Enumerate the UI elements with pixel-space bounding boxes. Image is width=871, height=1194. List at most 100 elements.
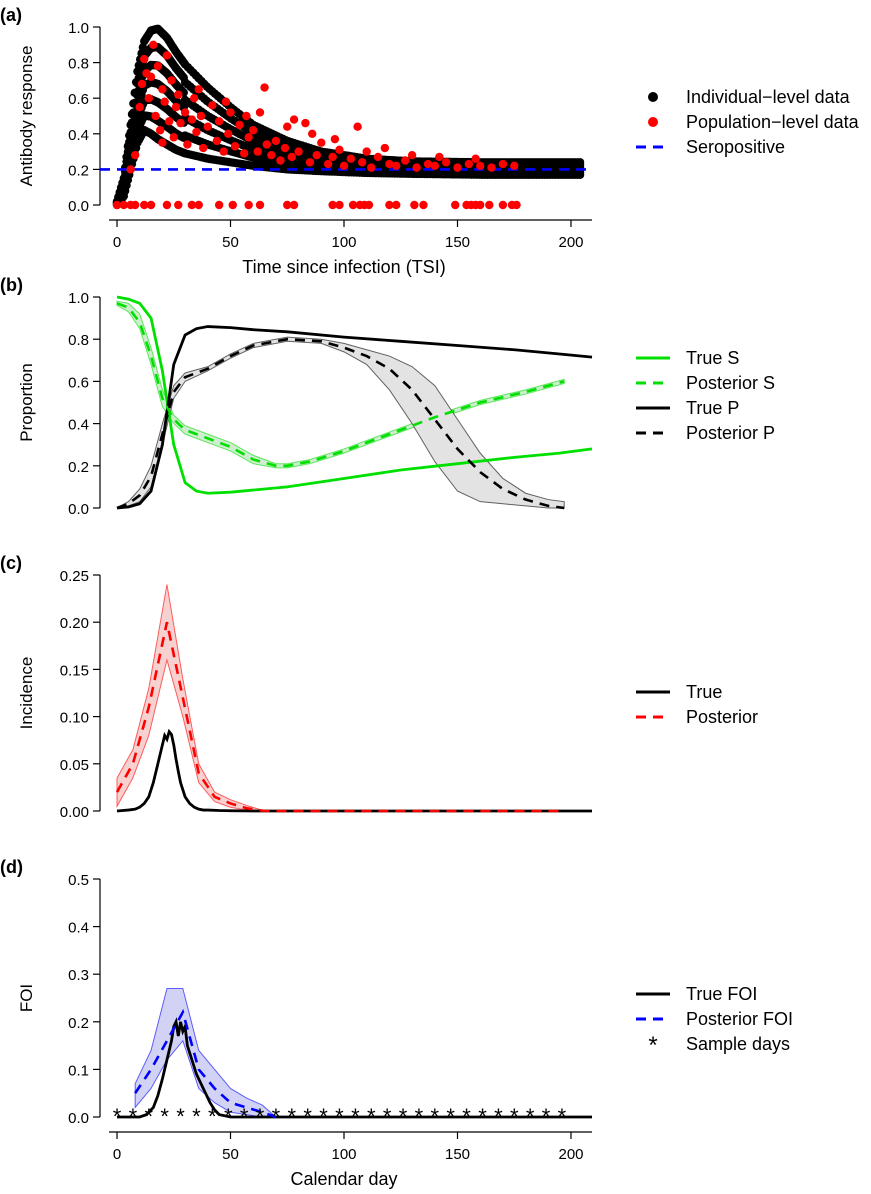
panel-label: (c) xyxy=(0,553,22,573)
population-point xyxy=(235,120,244,130)
population-point xyxy=(430,161,439,171)
y-tick-label: 0.1 xyxy=(68,1062,89,1079)
population-point xyxy=(401,156,410,165)
population-point xyxy=(301,118,310,128)
individual-point xyxy=(575,158,585,167)
population-point xyxy=(158,138,167,147)
population-point xyxy=(219,147,228,156)
population-point xyxy=(339,161,349,171)
population-point xyxy=(140,200,149,210)
x-tick-label: 200 xyxy=(558,234,583,251)
sample-day-marker: * xyxy=(399,1104,408,1129)
panel-label: (d) xyxy=(0,857,23,877)
sample-day-marker: * xyxy=(303,1104,312,1129)
population-point xyxy=(160,97,169,106)
legend-label: True P xyxy=(686,398,739,418)
population-point xyxy=(194,200,203,210)
y-tick-label: 0.6 xyxy=(68,374,89,391)
population-point xyxy=(410,200,419,210)
population-point xyxy=(335,200,344,210)
population-point xyxy=(144,94,153,103)
y-tick-label: 0.0 xyxy=(68,1110,89,1127)
legend: True S Posterior S True P Posterior P xyxy=(636,348,775,443)
population-point xyxy=(130,200,140,210)
sample-day-marker: * xyxy=(129,1104,138,1129)
y-tick-label: 0.8 xyxy=(68,56,89,73)
population-point xyxy=(353,122,362,131)
population-point xyxy=(276,156,285,165)
legend-marker: * xyxy=(648,1032,657,1059)
population-point xyxy=(221,97,231,106)
x-axis-title: Calendar day xyxy=(290,1169,397,1189)
x-axis-title: Time since infection (TSI) xyxy=(242,257,445,277)
population-point xyxy=(196,111,206,121)
y-tick-label: 0.20 xyxy=(60,615,89,632)
sample-day-marker: * xyxy=(415,1104,424,1129)
legend-label: Population−level data xyxy=(686,112,860,132)
population-point xyxy=(280,143,290,153)
y-tick-label: 0.6 xyxy=(68,91,89,108)
population-point xyxy=(239,149,249,158)
population-point xyxy=(212,136,222,146)
population-point xyxy=(158,85,167,94)
population-point xyxy=(255,200,265,210)
x-tick-label: 100 xyxy=(331,1146,356,1163)
population-point xyxy=(435,152,444,162)
population-point xyxy=(283,200,292,210)
population-point xyxy=(194,85,203,94)
population-point xyxy=(451,200,460,210)
sample-day-marker: * xyxy=(542,1104,551,1129)
population-point xyxy=(174,200,183,210)
legend-label: True xyxy=(686,682,722,702)
population-point xyxy=(169,133,178,142)
population-point xyxy=(176,118,185,128)
legend-label: True S xyxy=(686,348,739,368)
population-point xyxy=(323,159,333,169)
population-point xyxy=(348,200,358,210)
panel-label: (a) xyxy=(0,5,22,25)
y-tick-label: 0.0 xyxy=(68,198,89,215)
legend-label: Individual−level data xyxy=(686,87,851,107)
population-point xyxy=(183,140,192,149)
legend-label: True FOI xyxy=(686,984,757,1004)
posterior-median-line xyxy=(116,337,565,510)
y-tick-label: 0.00 xyxy=(60,804,89,821)
population-point xyxy=(112,200,122,210)
legend: True FOI Posterior FOI * Sample days xyxy=(636,984,793,1059)
sample-day-marker: * xyxy=(160,1104,169,1129)
population-point xyxy=(189,94,199,103)
sample-day-marker: * xyxy=(288,1104,297,1129)
population-point xyxy=(126,165,135,174)
sample-day-marker: * xyxy=(272,1104,281,1129)
population-point xyxy=(441,158,451,167)
population-point xyxy=(208,101,217,110)
x-tick-label: 150 xyxy=(445,234,470,251)
posterior-median-line xyxy=(116,302,565,468)
population-point xyxy=(165,117,174,126)
y-tick-label: 0.4 xyxy=(68,417,89,434)
y-tick-label: 0.5 xyxy=(68,872,89,889)
sample-day-marker: * xyxy=(446,1104,455,1129)
sample-day-marker: * xyxy=(192,1104,201,1129)
sample-day-marker: * xyxy=(256,1104,265,1129)
legend-label: Posterior P xyxy=(686,423,775,443)
legend: Individual−level data Population−level da… xyxy=(636,87,860,157)
y-tick-label: 0.0 xyxy=(68,501,89,518)
posterior-median-line xyxy=(134,1008,277,1119)
legend-label: Posterior S xyxy=(686,373,775,393)
sample-day-marker: * xyxy=(176,1104,185,1129)
population-point xyxy=(167,76,176,85)
population-point xyxy=(305,158,315,167)
population-point xyxy=(373,152,383,162)
population-point xyxy=(407,150,417,160)
population-point xyxy=(137,79,147,89)
population-point xyxy=(230,142,240,151)
population-point xyxy=(453,163,462,172)
y-tick-label: 0.2 xyxy=(68,1015,89,1032)
legend-label: Posterior FOI xyxy=(686,1009,793,1029)
legend-label: Posterior xyxy=(686,707,758,727)
x-tick-label: 50 xyxy=(222,1146,239,1163)
y-tick-label: 0.2 xyxy=(68,459,89,476)
sample-day-marker: * xyxy=(367,1104,376,1129)
